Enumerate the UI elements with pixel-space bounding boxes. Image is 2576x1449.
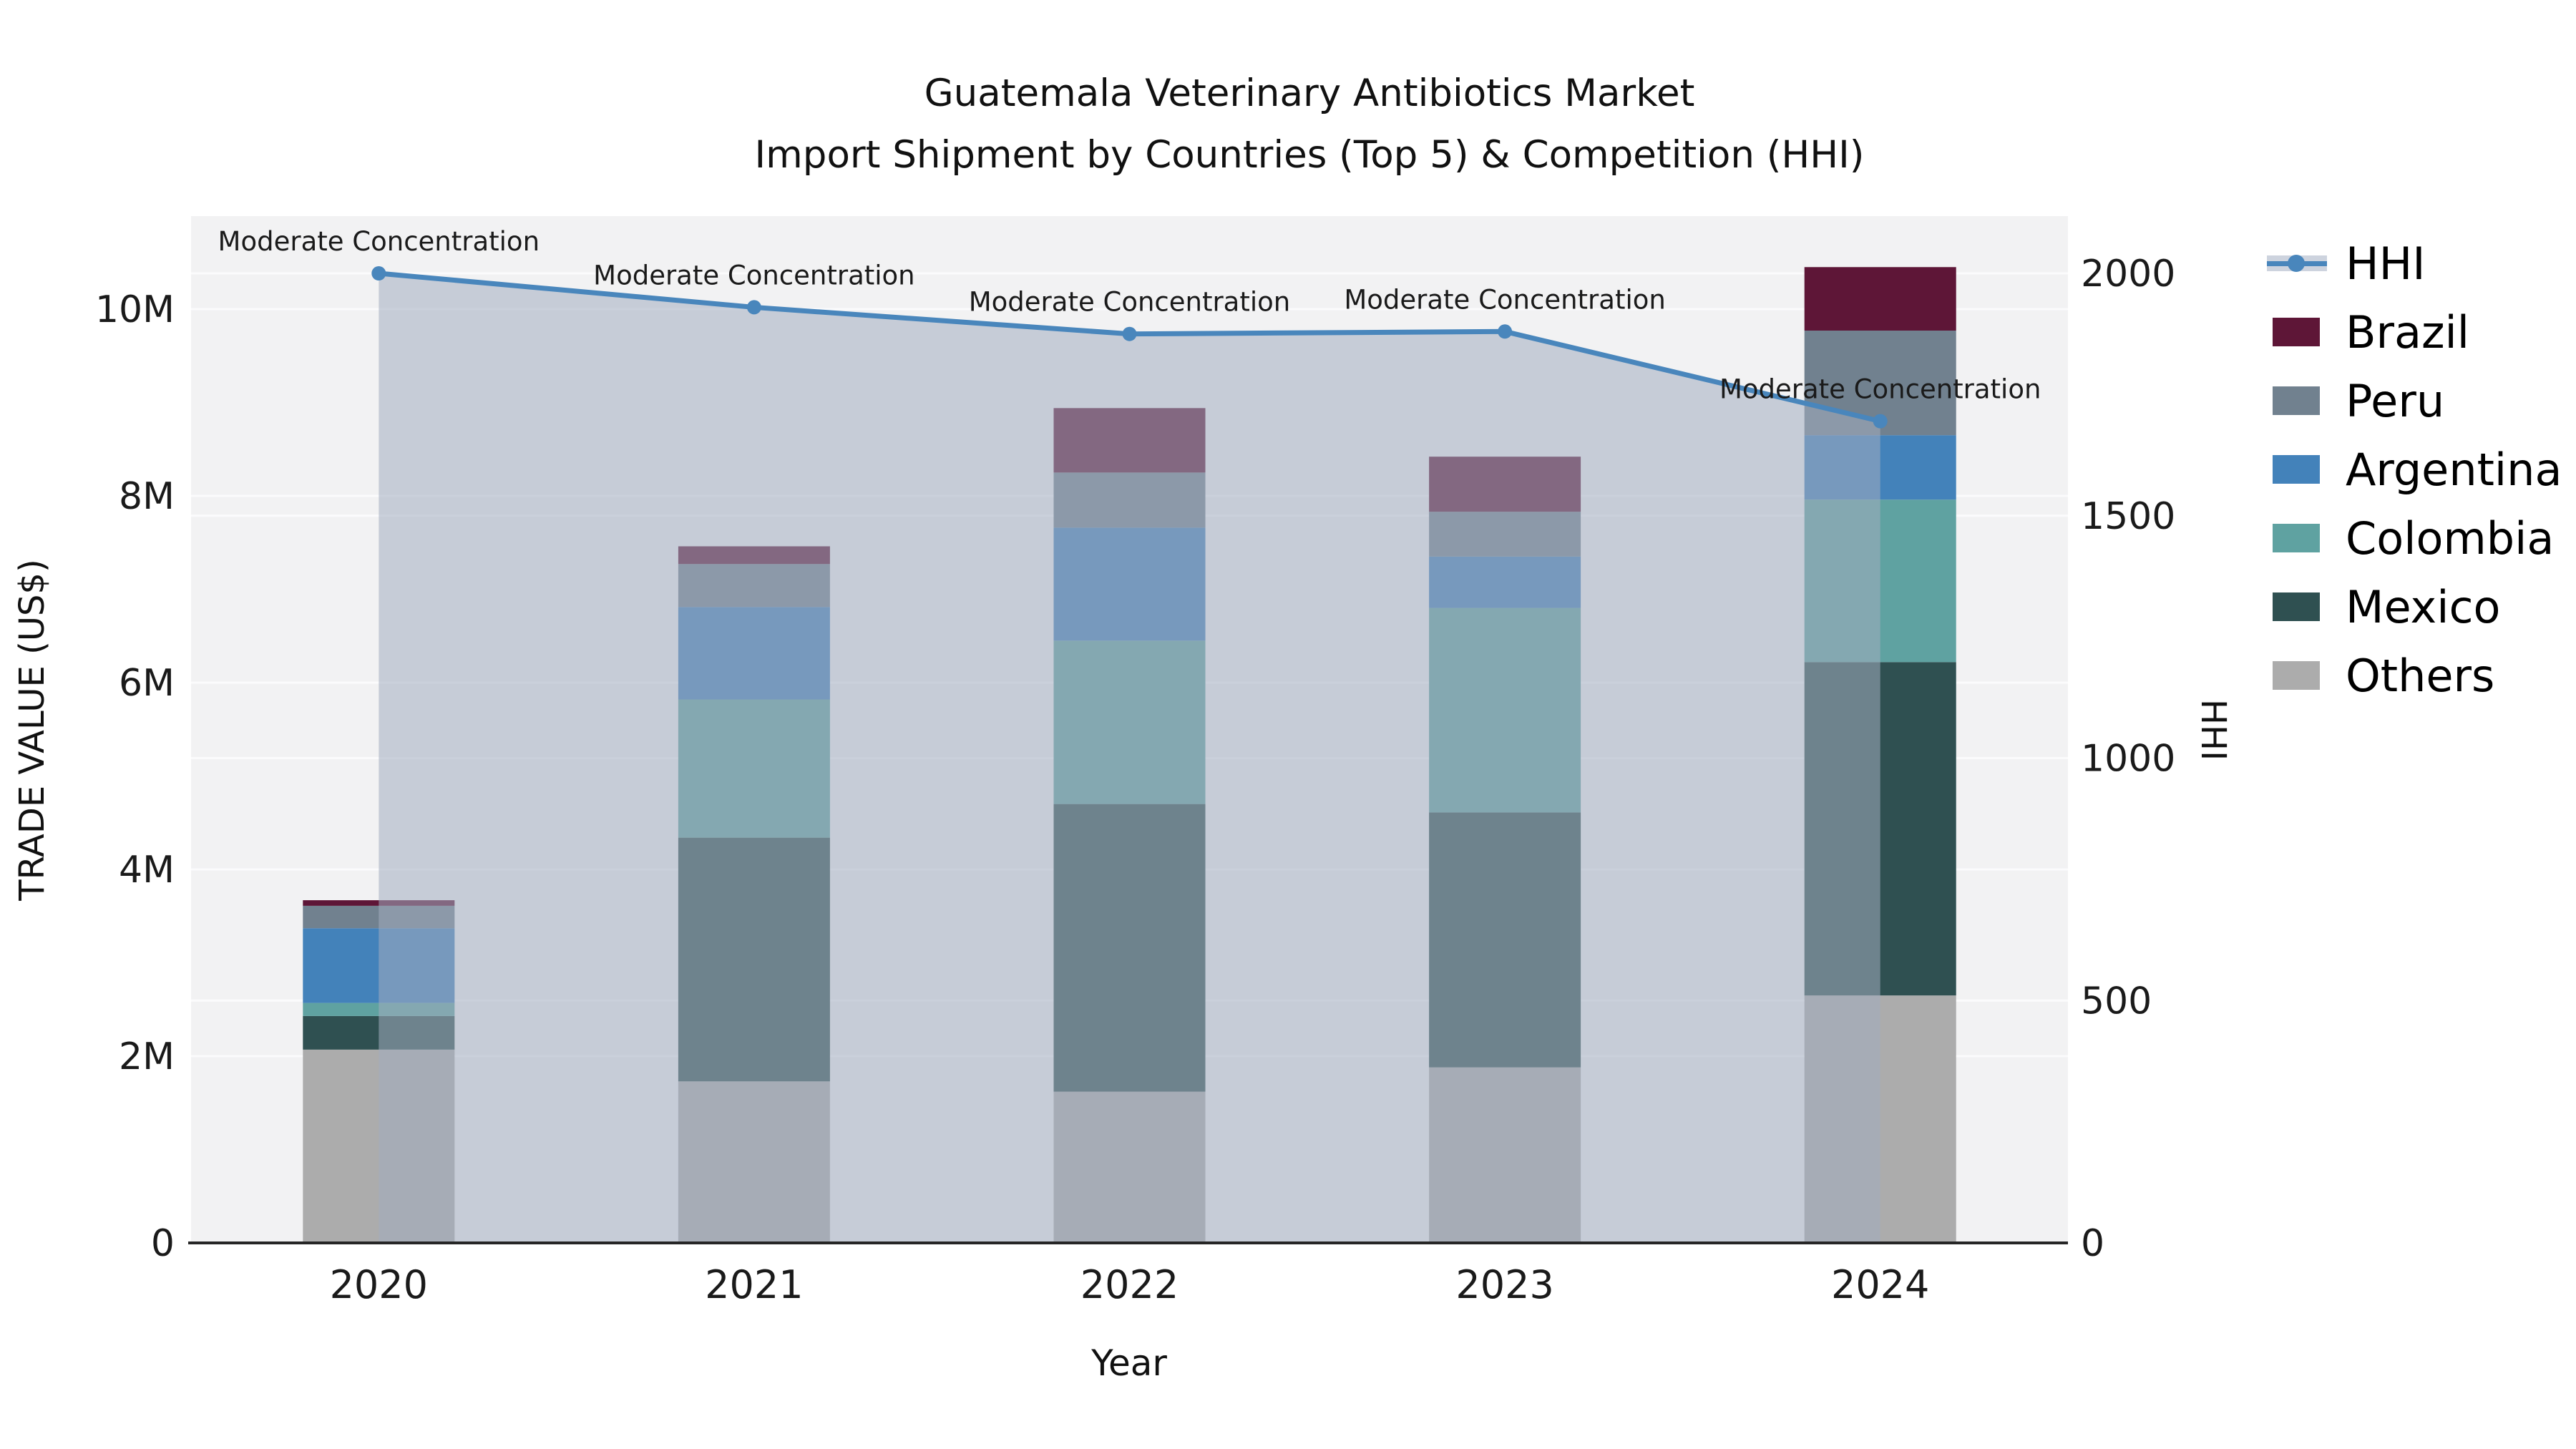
x-tick-label-2022: 2022 [1080,1262,1179,1307]
legend-item-others: Others [2273,641,2562,710]
legend-label-hhi: HHI [2346,237,2426,290]
y-right-tick-label-0: 0 [2081,1222,2104,1265]
legend-label-colombia: Colombia [2346,512,2555,565]
y-right-tick-label-2000: 2000 [2081,253,2175,296]
legend-item-argentina: Argentina [2273,435,2562,504]
legend: HHI Brazil Peru Argentina Colombia Mexico Othe… [2267,229,2562,710]
y-left-tick-label-6M: 6M [119,662,175,705]
x-tick-label-2021: 2021 [705,1262,803,1307]
legend-color-swatch-mexico [2273,592,2320,621]
y-left-tick-label-10M: 10M [95,288,175,331]
legend-color-swatch-peru [2273,386,2320,415]
annotation-label-2022: Moderate Concentration [969,287,1290,318]
legend-color-swatch-argentina [2273,455,2320,484]
y-right-tick-label-500: 500 [2081,980,2152,1023]
legend-color-swatch-brazil [2273,318,2320,346]
x-axis-label: Year [1091,1342,1167,1384]
hhi-marker-2021 [746,300,761,315]
y-left-tick-label-2M: 2M [119,1035,175,1078]
y-left-tick-label-4M: 4M [119,849,175,892]
legend-item-colombia: Colombia [2273,504,2562,572]
hhi-marker-2020 [371,266,386,280]
chart-title-line2: Import Shipment by Countries (Top 5) & C… [754,132,1865,177]
legend-item-brazil: Brazil [2273,298,2562,366]
hhi-area-fill [379,273,1880,1243]
legend-label-others: Others [2346,649,2495,702]
y-left-tick-label-0: 0 [151,1222,175,1265]
hhi-marker-2024 [1873,414,1888,429]
annotation-label-2023: Moderate Concentration [1344,284,1665,315]
annotation-label-2021: Moderate Concentration [593,260,914,291]
x-tick-label-2020: 2020 [330,1262,428,1307]
x-tick-label-2023: 2023 [1455,1262,1553,1307]
chart-title: Guatemala Veterinary Antibiotics Market … [755,63,1865,186]
y-left-tick-label-8M: 8M [119,475,175,518]
legend-item-peru: Peru [2273,366,2562,435]
y-right-tick-label-1500: 1500 [2081,495,2175,538]
annotation-label-2024: Moderate Concentration [1719,374,2041,405]
legend-color-swatch-others [2273,661,2320,690]
y-axis-label-left: TRADE VALUE (US$) [12,559,52,901]
x-tick-label-2024: 2024 [1831,1262,1929,1307]
legend-item-hhi: HHI [2267,229,2562,298]
legend-hhi-line-swatch [2267,248,2327,279]
legend-item-mexico: Mexico [2273,572,2562,641]
bar-segment-brazil-2024 [1804,267,1956,331]
y-right-tick-label-1000: 1000 [2081,738,2175,781]
legend-label-brazil: Brazil [2346,306,2470,358]
legend-label-argentina: Argentina [2346,443,2562,496]
y-axis-label-right: HHI [2193,698,2233,761]
hhi-marker-2023 [1498,324,1513,339]
legend-color-swatch-colombia [2273,524,2320,552]
legend-label-peru: Peru [2346,374,2445,427]
legend-label-mexico: Mexico [2346,580,2501,633]
hhi-marker-2022 [1122,326,1137,341]
chart-title-line1: Guatemala Veterinary Antibiotics Market [924,72,1695,115]
annotation-label-2020: Moderate Concentration [218,226,540,257]
